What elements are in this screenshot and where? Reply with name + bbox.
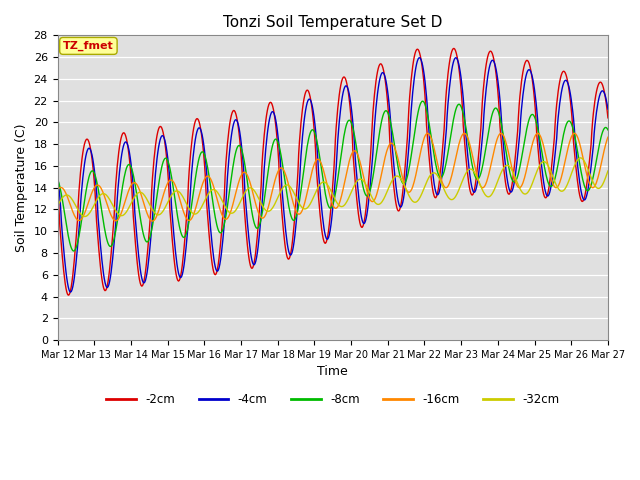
-16cm: [417, 150, 424, 156]
-16cm: [604, 134, 612, 140]
-8cm: [70, 248, 77, 254]
-8cm: [604, 127, 612, 133]
-8cm: [419, 98, 426, 104]
-4cm: [206, 217, 214, 223]
-16cm: [120, 202, 128, 207]
X-axis label: Time: Time: [317, 365, 348, 378]
-32cm: [63, 192, 71, 198]
-16cm: [63, 194, 71, 200]
-2cm: [63, 291, 71, 297]
-4cm: [121, 140, 129, 145]
-2cm: [65, 292, 72, 298]
-4cm: [417, 57, 425, 63]
-32cm: [417, 194, 424, 200]
Title: Tonzi Soil Temperature Set D: Tonzi Soil Temperature Set D: [223, 15, 442, 30]
-16cm: [177, 200, 184, 205]
-8cm: [177, 229, 184, 235]
-4cm: [177, 275, 184, 280]
Y-axis label: Soil Temperature (C): Soil Temperature (C): [15, 123, 28, 252]
-16cm: [148, 218, 156, 224]
-8cm: [417, 101, 424, 107]
-4cm: [54, 172, 61, 178]
-2cm: [206, 240, 214, 246]
-32cm: [177, 191, 184, 196]
-32cm: [206, 189, 214, 194]
Line: -16cm: -16cm: [58, 133, 608, 221]
-32cm: [577, 155, 584, 161]
Text: TZ_fmet: TZ_fmet: [63, 41, 114, 51]
-8cm: [206, 179, 214, 184]
-2cm: [450, 46, 458, 51]
Line: -4cm: -4cm: [58, 58, 608, 292]
-2cm: [177, 273, 184, 278]
-4cm: [401, 191, 408, 196]
-16cm: [401, 181, 408, 187]
-8cm: [63, 228, 71, 234]
-2cm: [417, 53, 424, 59]
Line: -8cm: -8cm: [58, 101, 608, 251]
-8cm: [54, 176, 61, 182]
-32cm: [401, 182, 408, 188]
-16cm: [570, 131, 578, 136]
-4cm: [63, 280, 71, 286]
-8cm: [121, 171, 129, 177]
-16cm: [54, 187, 61, 193]
-4cm: [67, 289, 74, 295]
-4cm: [416, 55, 424, 60]
-4cm: [604, 106, 612, 112]
-2cm: [604, 115, 612, 121]
-2cm: [54, 184, 61, 190]
-32cm: [54, 203, 61, 209]
-8cm: [401, 180, 408, 186]
Line: -32cm: -32cm: [58, 158, 608, 216]
-32cm: [121, 211, 129, 216]
Line: -2cm: -2cm: [58, 48, 608, 295]
-32cm: [81, 214, 89, 219]
-2cm: [401, 173, 408, 179]
-16cm: [206, 175, 214, 180]
-2cm: [121, 131, 129, 137]
-32cm: [604, 168, 612, 174]
Legend: -2cm, -4cm, -8cm, -16cm, -32cm: -2cm, -4cm, -8cm, -16cm, -32cm: [102, 388, 564, 410]
